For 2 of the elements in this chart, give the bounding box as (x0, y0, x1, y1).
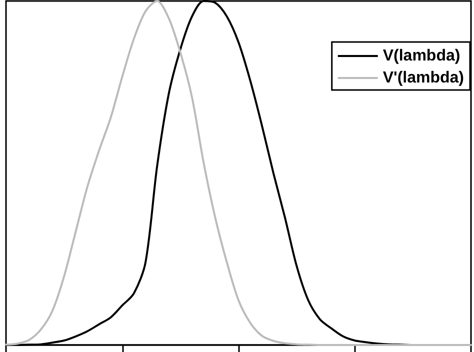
legend-label: V(lambda) (382, 48, 460, 64)
legend-label: V'(lambda) (382, 70, 464, 86)
